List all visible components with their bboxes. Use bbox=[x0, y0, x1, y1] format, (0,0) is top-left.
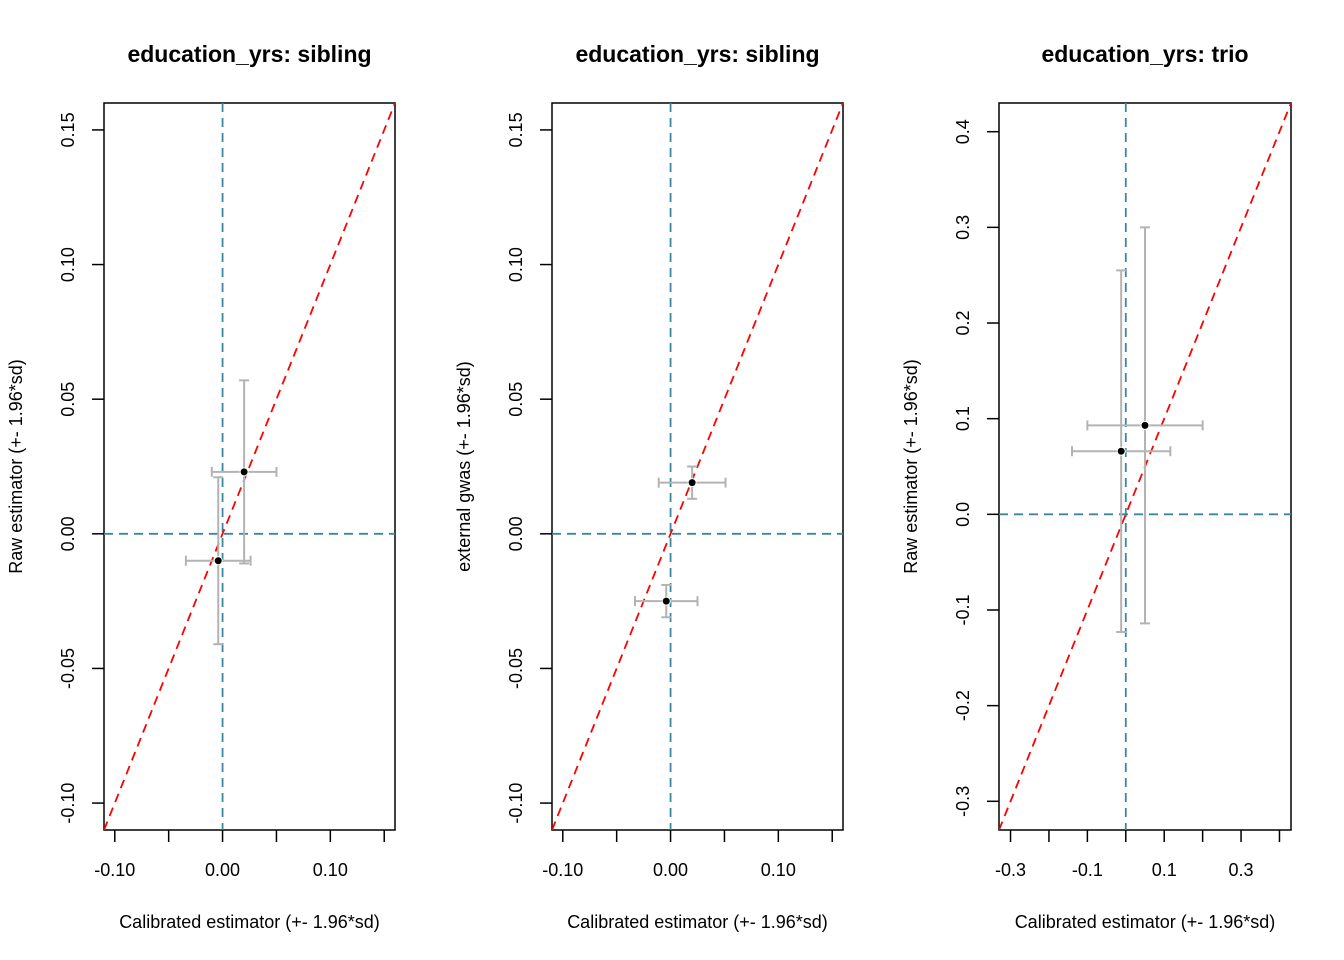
data-point bbox=[239, 467, 249, 477]
y-tick-label: -0.05 bbox=[58, 648, 78, 689]
y-tick-label: 0.15 bbox=[58, 112, 78, 147]
chart-panel-2: education_yrs: sibling -0.10 0.00 0.10 -0.10… bbox=[454, 41, 844, 932]
data-point bbox=[1140, 420, 1150, 430]
y-tick-label: 0.05 bbox=[58, 382, 78, 417]
y-tick-label: -0.1 bbox=[953, 594, 973, 625]
y-tick-label: 0.2 bbox=[953, 310, 973, 335]
identity-line bbox=[552, 103, 843, 830]
x-axis-label: Calibrated estimator (+- 1.96*sd) bbox=[567, 912, 828, 932]
data-point bbox=[1116, 446, 1126, 456]
y-tick-label: 0.00 bbox=[58, 516, 78, 551]
y-tick-label: -0.2 bbox=[953, 690, 973, 721]
x-tick-label: -0.10 bbox=[542, 860, 583, 880]
y-tick-label: 0.10 bbox=[58, 247, 78, 282]
y-tick-label: 0.10 bbox=[506, 247, 526, 282]
y-tick-label: -0.10 bbox=[506, 783, 526, 824]
x-tick-label: -0.10 bbox=[94, 860, 135, 880]
x-tick-label: 0.00 bbox=[653, 860, 688, 880]
chart-panel-1: education_yrs: sibling -0.10 0.00 0.10 -0.10… bbox=[6, 41, 396, 932]
x-tick-label: -0.1 bbox=[1072, 860, 1103, 880]
y-tick-label: 0.1 bbox=[953, 406, 973, 431]
plot-area bbox=[104, 103, 395, 830]
x-tick-label: 0.10 bbox=[313, 860, 348, 880]
chart-panel-3: education_yrs: trio -0.3 -0.1 0.1 0.3 -0.3 -0.… bbox=[901, 41, 1292, 932]
y-tick-label: -0.3 bbox=[953, 786, 973, 817]
identity-line bbox=[104, 103, 395, 830]
plot-area bbox=[552, 103, 843, 830]
x-tick-label: 0.3 bbox=[1229, 860, 1254, 880]
plot-area bbox=[999, 103, 1291, 830]
x-tick-label: 0.10 bbox=[761, 860, 796, 880]
y-tick-label: 0.15 bbox=[506, 112, 526, 147]
y-axis-label: Raw estimator (+- 1.96*sd) bbox=[901, 359, 921, 574]
data-point bbox=[687, 478, 697, 488]
y-tick-label: 0.4 bbox=[953, 119, 973, 144]
y-axis-label: Raw estimator (+- 1.96*sd) bbox=[6, 359, 26, 574]
plot-frame bbox=[998, 102, 1292, 831]
plot-frame bbox=[551, 102, 844, 831]
chart-title: education_yrs: sibling bbox=[575, 41, 819, 67]
data-point bbox=[213, 556, 223, 566]
plot-frame bbox=[103, 102, 396, 831]
x-axis-label: Calibrated estimator (+- 1.96*sd) bbox=[1015, 912, 1276, 932]
y-tick-label: 0.05 bbox=[506, 382, 526, 417]
x-tick-label: -0.3 bbox=[995, 860, 1026, 880]
y-tick-label: -0.05 bbox=[506, 648, 526, 689]
x-tick-label: 0.1 bbox=[1152, 860, 1177, 880]
y-tick-label: 0.0 bbox=[953, 502, 973, 527]
data-point bbox=[661, 596, 671, 606]
y-tick-label: 0.00 bbox=[506, 516, 526, 551]
chart-title: education_yrs: trio bbox=[1041, 41, 1248, 67]
chart-title: education_yrs: sibling bbox=[127, 41, 371, 67]
x-axis-label: Calibrated estimator (+- 1.96*sd) bbox=[119, 912, 380, 932]
y-tick-label: -0.10 bbox=[58, 783, 78, 824]
y-tick-label: 0.3 bbox=[953, 215, 973, 240]
y-axis-label: external gwas (+- 1.96*sd) bbox=[454, 361, 474, 572]
x-tick-label: 0.00 bbox=[205, 860, 240, 880]
